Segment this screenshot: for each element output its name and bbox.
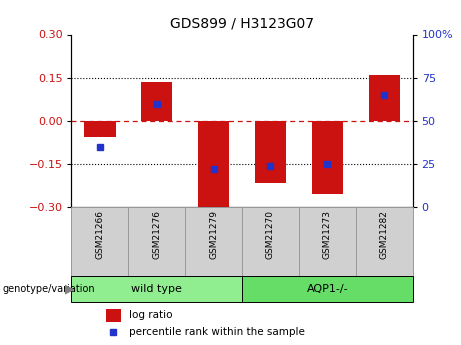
Bar bbox=[84, 121, 116, 137]
Bar bbox=[299, 207, 356, 276]
Text: GSM21270: GSM21270 bbox=[266, 210, 275, 259]
Bar bbox=[106, 309, 121, 322]
Bar bbox=[255, 121, 286, 183]
Text: AQP1-/-: AQP1-/- bbox=[307, 284, 348, 294]
Bar bbox=[368, 75, 400, 121]
Text: ▶: ▶ bbox=[65, 283, 75, 295]
Bar bbox=[71, 207, 128, 276]
Text: log ratio: log ratio bbox=[130, 310, 173, 321]
Text: GSM21266: GSM21266 bbox=[95, 210, 104, 259]
Bar bbox=[356, 207, 413, 276]
Bar bbox=[128, 207, 185, 276]
Text: GSM21276: GSM21276 bbox=[152, 210, 161, 259]
Bar bbox=[71, 276, 242, 302]
Text: wild type: wild type bbox=[131, 284, 182, 294]
Text: genotype/variation: genotype/variation bbox=[2, 284, 95, 294]
Bar bbox=[242, 207, 299, 276]
Bar bbox=[242, 276, 413, 302]
Text: GSM21279: GSM21279 bbox=[209, 210, 218, 259]
Bar bbox=[185, 207, 242, 276]
Bar bbox=[312, 121, 343, 194]
Title: GDS899 / H3123G07: GDS899 / H3123G07 bbox=[170, 17, 314, 31]
Bar bbox=[198, 121, 229, 207]
Text: percentile rank within the sample: percentile rank within the sample bbox=[130, 327, 305, 337]
Text: GSM21273: GSM21273 bbox=[323, 210, 332, 259]
Bar bbox=[141, 82, 172, 121]
Text: GSM21282: GSM21282 bbox=[380, 210, 389, 259]
